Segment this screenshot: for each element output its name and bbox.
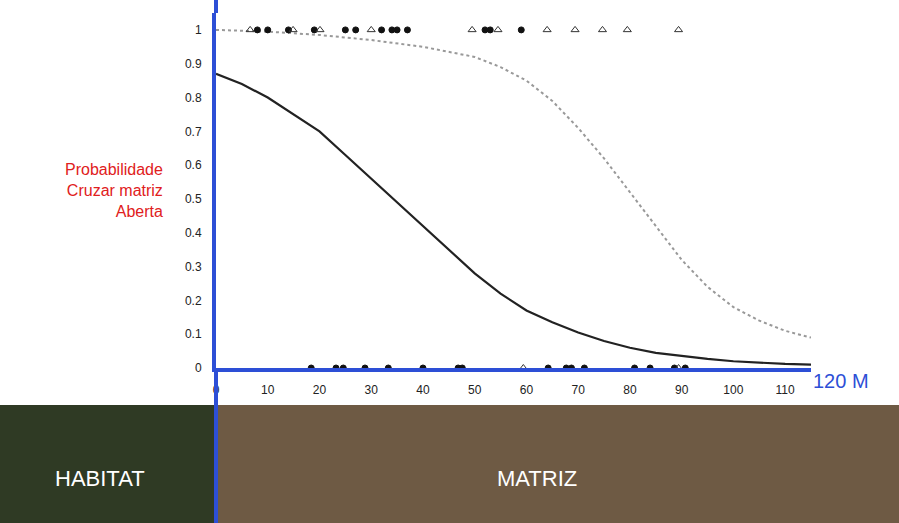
svg-text:0.1: 0.1 <box>185 327 202 341</box>
svg-text:0: 0 <box>195 361 202 375</box>
svg-text:0: 0 <box>213 383 220 397</box>
svg-text:20: 20 <box>313 383 327 397</box>
svg-text:ProbabilidadeCruzar matrizAber: ProbabilidadeCruzar matrizAberta <box>65 161 163 220</box>
svg-text:80: 80 <box>623 383 637 397</box>
svg-text:0.9: 0.9 <box>185 57 202 71</box>
svg-text:0.2: 0.2 <box>185 294 202 308</box>
svg-text:0.4: 0.4 <box>185 226 202 240</box>
svg-text:100: 100 <box>723 383 743 397</box>
svg-text:0.5: 0.5 <box>185 192 202 206</box>
svg-text:MATRIZ: MATRIZ <box>497 466 577 491</box>
svg-text:10: 10 <box>261 383 275 397</box>
svg-text:0.3: 0.3 <box>185 260 202 274</box>
svg-text:0.7: 0.7 <box>185 125 202 139</box>
svg-text:0.6: 0.6 <box>185 158 202 172</box>
svg-text:50: 50 <box>468 383 482 397</box>
svg-text:40: 40 <box>416 383 430 397</box>
svg-text:1: 1 <box>195 23 202 37</box>
svg-text:HABITAT: HABITAT <box>55 466 145 491</box>
svg-text:120 M: 120 M <box>813 370 869 392</box>
svg-text:30: 30 <box>365 383 379 397</box>
svg-text:0.8: 0.8 <box>185 91 202 105</box>
svg-text:70: 70 <box>571 383 585 397</box>
svg-text:110: 110 <box>776 383 795 397</box>
svg-text:90: 90 <box>675 383 689 397</box>
svg-text:60: 60 <box>520 383 534 397</box>
